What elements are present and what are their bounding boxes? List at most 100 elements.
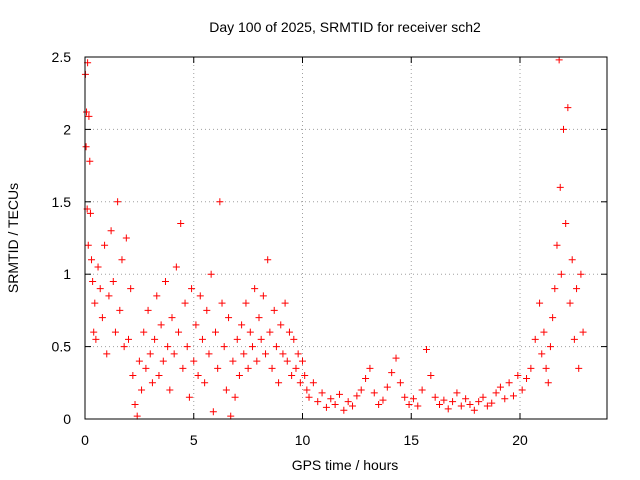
data-point <box>82 143 90 151</box>
data-point <box>392 354 400 362</box>
data-point <box>218 299 226 307</box>
data-point <box>549 314 557 322</box>
data-point <box>107 227 115 235</box>
x-tick-label: 15 <box>403 432 419 448</box>
data-point <box>431 393 439 401</box>
data-point <box>277 321 285 329</box>
data-point <box>505 379 513 387</box>
data-point <box>105 292 113 300</box>
data-point <box>159 357 167 365</box>
data-point <box>257 335 265 343</box>
data-point <box>103 350 111 358</box>
data-point <box>188 285 196 293</box>
data-point <box>349 402 357 410</box>
data-point <box>557 270 565 278</box>
data-point <box>142 364 150 372</box>
data-point <box>153 292 161 300</box>
data-point <box>555 56 563 64</box>
data-point <box>255 314 263 322</box>
data-point <box>292 364 300 372</box>
data-point <box>144 306 152 314</box>
data-points <box>81 56 587 420</box>
data-point <box>479 393 487 401</box>
data-point <box>536 299 544 307</box>
data-point <box>198 335 206 343</box>
data-point <box>509 392 517 400</box>
data-point <box>444 405 452 413</box>
data-point <box>268 364 276 372</box>
data-point <box>133 412 141 420</box>
x-axis-title: GPS time / hours <box>292 457 399 473</box>
data-point <box>179 364 187 372</box>
x-tick-label: 0 <box>81 432 89 448</box>
data-point <box>496 383 504 391</box>
data-point <box>127 285 135 293</box>
data-point <box>556 183 564 191</box>
data-point <box>209 408 217 416</box>
data-point <box>148 379 156 387</box>
data-point <box>564 104 572 112</box>
data-point <box>272 343 280 351</box>
data-point <box>231 393 239 401</box>
data-point <box>362 374 370 382</box>
y-tick-label: 2.5 <box>52 49 72 65</box>
data-point <box>540 328 548 336</box>
grid-lines <box>85 57 607 419</box>
data-point <box>573 285 581 293</box>
chart-title: Day 100 of 2025, SRMTID for receiver sch… <box>209 19 481 35</box>
y-tick-label: 0.5 <box>52 339 72 355</box>
data-point <box>86 157 94 165</box>
data-point <box>538 350 546 358</box>
data-point <box>296 379 304 387</box>
data-point <box>275 379 283 387</box>
data-point <box>185 393 193 401</box>
data-point <box>375 401 383 409</box>
data-point <box>544 379 552 387</box>
data-point <box>94 263 102 271</box>
data-point <box>151 335 159 343</box>
data-point <box>92 335 100 343</box>
data-point <box>542 364 550 372</box>
data-point <box>172 263 180 271</box>
data-point <box>96 285 104 293</box>
data-point <box>483 402 491 410</box>
data-point <box>418 386 426 394</box>
data-point <box>322 403 330 411</box>
data-point <box>259 292 267 300</box>
y-tick-label: 1.5 <box>52 194 72 210</box>
data-point <box>157 321 165 329</box>
data-point <box>111 328 119 336</box>
data-point <box>155 372 163 380</box>
data-point <box>85 112 93 120</box>
data-point <box>89 277 97 285</box>
data-point <box>183 343 191 351</box>
data-point <box>466 401 474 409</box>
x-tick-label: 20 <box>512 432 528 448</box>
data-point <box>288 372 296 380</box>
data-point <box>135 357 143 365</box>
data-point <box>166 386 174 394</box>
data-point <box>577 270 585 278</box>
data-point <box>91 299 99 307</box>
data-point <box>409 395 417 403</box>
data-point <box>575 364 583 372</box>
data-point <box>523 374 531 382</box>
data-point <box>118 256 126 264</box>
data-point <box>366 364 374 372</box>
data-point <box>570 335 578 343</box>
data-point <box>370 389 378 397</box>
data-point <box>301 372 309 380</box>
data-point <box>440 396 448 404</box>
data-point <box>170 350 178 358</box>
data-point <box>164 343 172 351</box>
data-point <box>84 241 92 249</box>
data-point <box>305 393 313 401</box>
data-point <box>527 364 535 372</box>
y-tick-label: 0 <box>63 411 71 427</box>
data-point <box>212 328 219 336</box>
data-point <box>353 392 361 400</box>
data-point <box>146 350 154 358</box>
axis-ticks <box>84 56 607 420</box>
data-point <box>492 389 500 397</box>
